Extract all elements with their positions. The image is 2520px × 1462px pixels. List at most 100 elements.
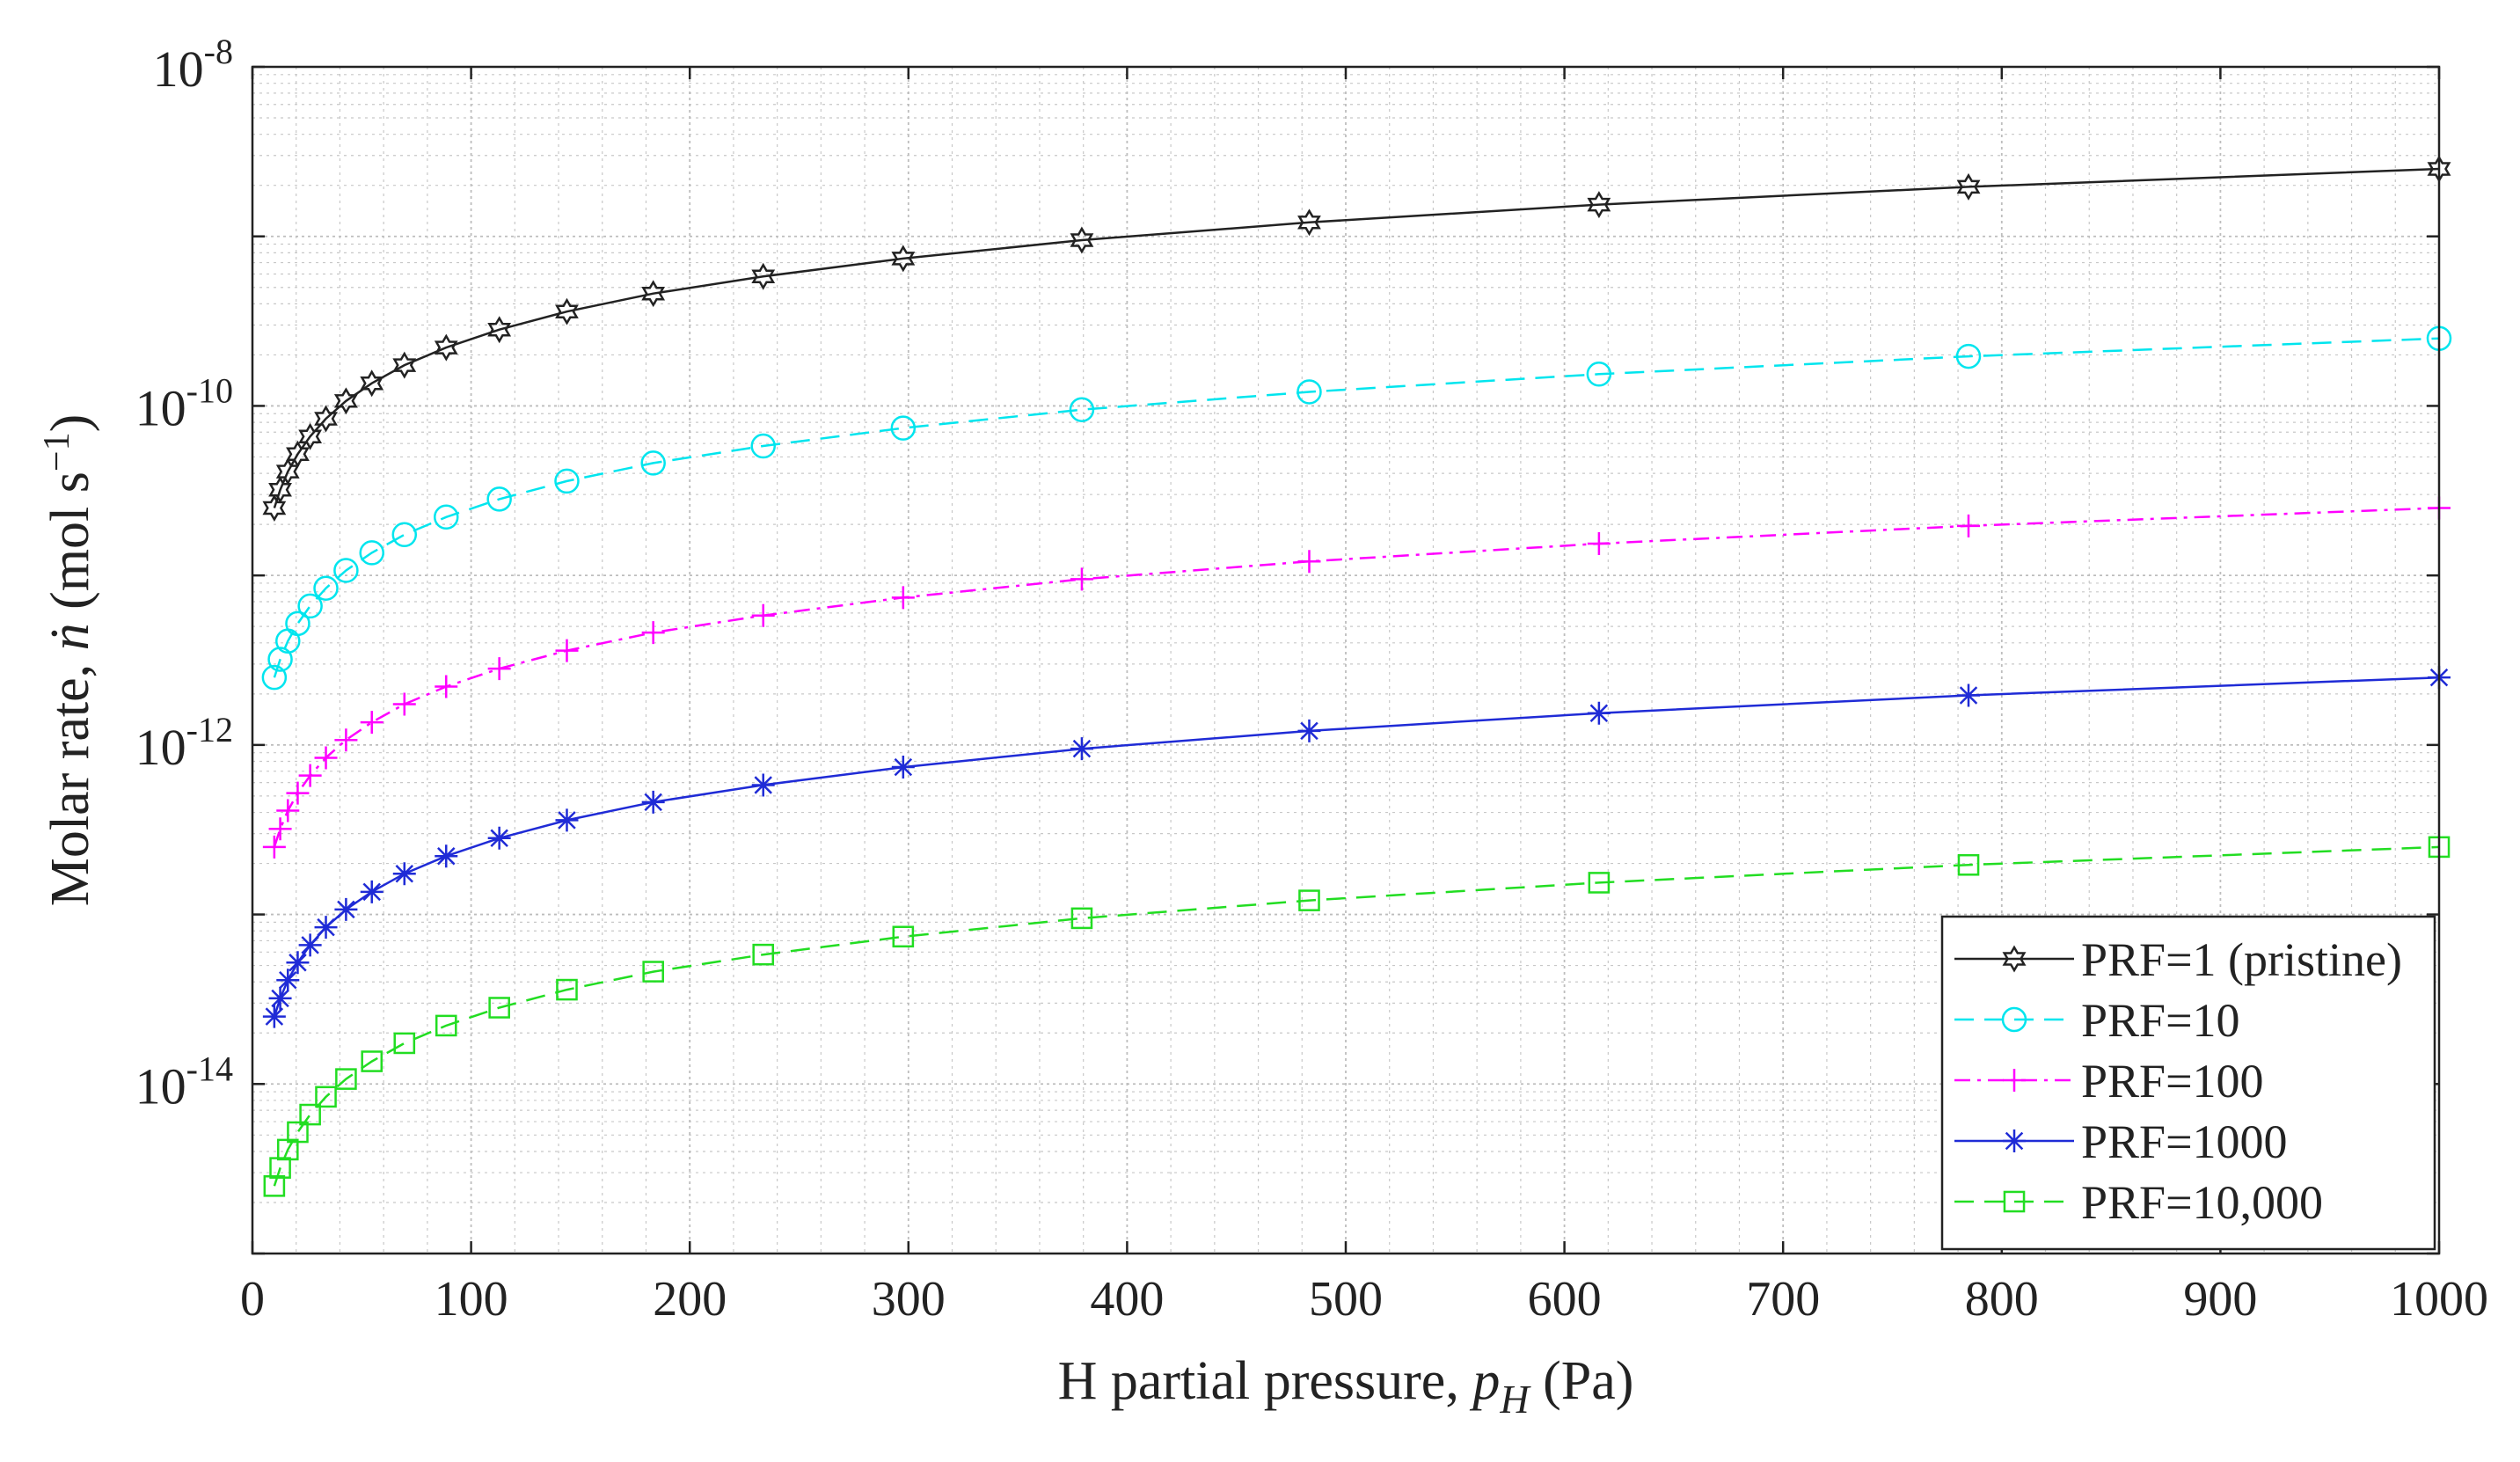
- square-marker: [1070, 907, 1093, 930]
- series-2: [261, 325, 2452, 691]
- asterisk-marker: [276, 969, 300, 992]
- hexagram-marker: [268, 476, 292, 504]
- square-marker: [556, 978, 578, 1001]
- asterisk-marker: [298, 933, 322, 957]
- asterisk-marker: [487, 826, 511, 850]
- asterisk-marker: [435, 844, 458, 868]
- x-axis-label: H partial pressure, pH (Pa): [1058, 1351, 1634, 1422]
- grid-layer: [252, 66, 2440, 1254]
- circle-marker: [1586, 362, 1612, 387]
- hexagram-marker: [314, 405, 338, 433]
- circle-marker: [333, 558, 359, 583]
- plus-marker: [334, 728, 358, 752]
- series-5: [263, 836, 2451, 1197]
- plus-marker: [435, 675, 458, 698]
- legend-entries: PRF=1 (pristine) PRF=10 PRF=100 PRF=1000 PRF…: [1954, 933, 2402, 1229]
- x-axis-label-symbol: p: [1469, 1351, 1500, 1411]
- series-line: [273, 507, 2440, 848]
- square-marker: [299, 1103, 321, 1126]
- plus-marker: [1297, 550, 1321, 574]
- y-tick-label: 10-12: [135, 710, 233, 776]
- plus-marker: [555, 639, 579, 662]
- x-tick-label: 900: [2183, 1272, 2257, 1327]
- legend-entry-3: PRF=100: [1954, 1055, 2264, 1107]
- x-tick-label: 0: [240, 1272, 265, 1327]
- circle-marker: [285, 610, 310, 637]
- hexagram-marker: [392, 351, 417, 379]
- hexagram-marker: [555, 297, 579, 325]
- series-4: [262, 666, 2451, 1028]
- square-marker: [361, 1050, 383, 1072]
- circle-marker: [890, 415, 917, 441]
- y-tick-label: 10-10: [135, 370, 233, 436]
- plus-marker: [2003, 1069, 2026, 1092]
- square-marker: [1588, 872, 1611, 894]
- square-marker: [335, 1068, 357, 1090]
- x-tick-label: 1000: [2390, 1272, 2488, 1327]
- circle-marker: [750, 433, 776, 459]
- legend-label: PRF=10: [2081, 994, 2240, 1047]
- asterisk-marker: [1587, 701, 1611, 725]
- asterisk-marker: [360, 880, 383, 903]
- x-tick-label: 700: [1746, 1272, 1820, 1327]
- legend-label: PRF=1000: [2081, 1115, 2288, 1168]
- circle-marker: [486, 486, 512, 512]
- y-axis-label-unit-close: ): [40, 414, 100, 433]
- circle-marker: [1955, 343, 1982, 369]
- circle-marker: [391, 522, 418, 548]
- y-axis-label: Molar rate, ṅ (mol s−1): [37, 414, 100, 907]
- asterisk-marker: [751, 773, 775, 797]
- plus-marker: [360, 711, 383, 735]
- asterisk-marker: [334, 897, 358, 921]
- x-tick-label: 200: [653, 1272, 727, 1327]
- y-tick-label: 10-8: [153, 32, 233, 98]
- circle-marker: [297, 593, 323, 619]
- plus-marker: [487, 657, 511, 681]
- plus-marker: [1587, 532, 1611, 556]
- square-marker: [1298, 889, 1320, 911]
- plus-marker: [891, 586, 915, 610]
- asterisk-marker: [1070, 737, 1093, 761]
- y-axis-label-unit-exponent: −1: [37, 432, 77, 471]
- plus-marker: [298, 764, 322, 787]
- circle-marker: [640, 450, 666, 476]
- hexagram-marker: [641, 280, 666, 308]
- asterisk-marker: [262, 1005, 286, 1028]
- series-1: [262, 155, 2451, 523]
- square-marker: [752, 943, 775, 966]
- hexagram-marker: [2002, 945, 2027, 973]
- x-tick-label: 300: [872, 1272, 946, 1327]
- x-tick-label: 500: [1309, 1272, 1383, 1327]
- circle-marker: [359, 540, 384, 566]
- y-axis-label-symbol: ṅ: [40, 623, 100, 650]
- square-marker: [287, 1121, 309, 1144]
- square-marker: [435, 1014, 457, 1037]
- series-line: [273, 845, 2440, 1187]
- asterisk-marker: [1297, 719, 1321, 742]
- asterisk-marker: [641, 790, 665, 814]
- legend-label: PRF=1 (pristine): [2081, 933, 2402, 986]
- square-marker: [642, 961, 664, 983]
- square-marker: [269, 1157, 291, 1179]
- square-marker: [393, 1032, 416, 1055]
- square-marker: [2003, 1190, 2026, 1213]
- y-axis-label-unit: (mol s: [40, 471, 100, 623]
- legend-entry-1: PRF=1 (pristine): [1954, 933, 2402, 986]
- series-layer: [261, 155, 2452, 1197]
- plus-marker: [751, 603, 775, 627]
- square-marker: [1957, 853, 1980, 876]
- x-axis-label-suffix: (Pa): [1530, 1351, 1634, 1411]
- legend-entry-5: PRF=10,000: [1954, 1176, 2323, 1229]
- circle-marker: [1069, 397, 1095, 422]
- x-axis-label-prefix: H partial pressure,: [1058, 1351, 1473, 1411]
- asterisk-marker: [314, 916, 338, 939]
- legend-label: PRF=10,000: [2081, 1176, 2323, 1229]
- series-3: [262, 496, 2451, 859]
- plus-marker: [641, 621, 665, 645]
- asterisk-marker: [392, 862, 416, 886]
- series-line: [273, 337, 2440, 678]
- hexagram-marker: [360, 369, 384, 398]
- asterisk-marker: [268, 986, 292, 1010]
- circle-marker: [261, 664, 288, 691]
